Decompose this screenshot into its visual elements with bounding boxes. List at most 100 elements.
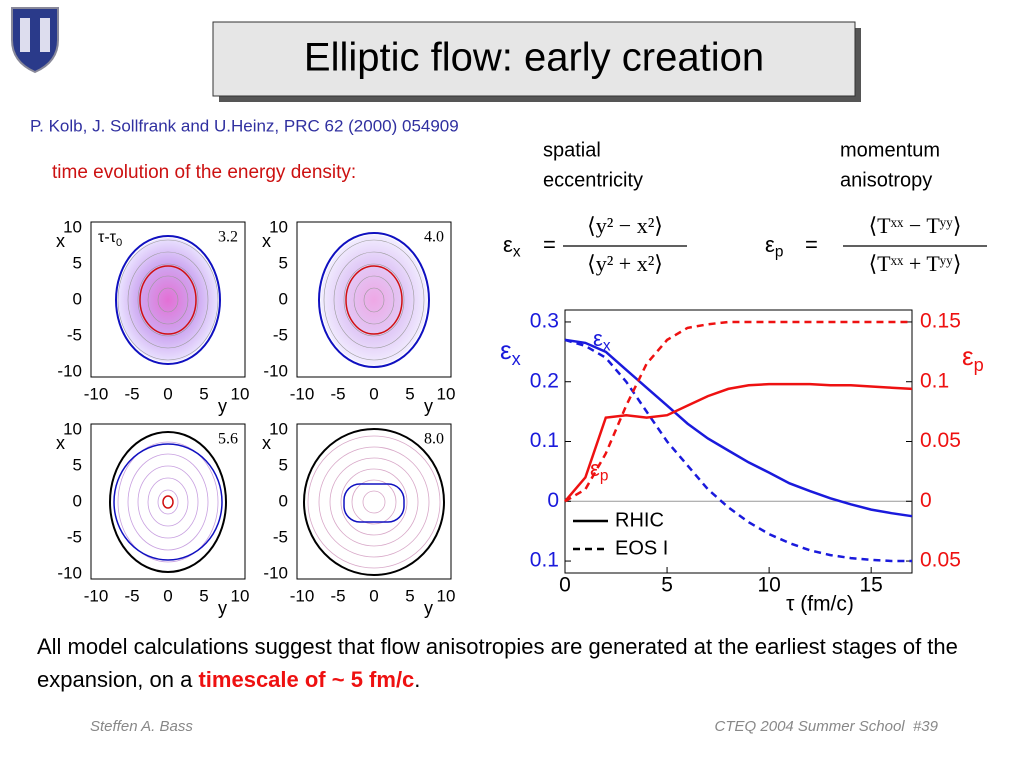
caption: time evolution of the energy density: bbox=[52, 162, 356, 183]
eq-equals: = bbox=[543, 232, 556, 257]
eq-lhs-main: ε bbox=[765, 232, 775, 257]
annotation: εx bbox=[593, 326, 611, 355]
y2-tick-label: 0.15 bbox=[920, 310, 961, 333]
contour bbox=[137, 465, 199, 539]
panel-x-tick-label: 10 bbox=[231, 384, 250, 403]
y2-tick-label: 0.05 bbox=[920, 549, 961, 572]
title: Elliptic flow: early creation bbox=[304, 36, 764, 80]
contour bbox=[363, 287, 385, 313]
eq-numerator: ⟨Tˣˣ − Tʸʸ⟩ bbox=[869, 213, 962, 238]
panel-x-tick-label: -5 bbox=[330, 384, 345, 403]
eq-lhs-sub: p bbox=[775, 244, 784, 261]
contour-blue bbox=[318, 232, 430, 368]
x-tick-label: 5 bbox=[661, 574, 673, 597]
panel-frame bbox=[296, 423, 452, 580]
panel-y-tick-label: 0 bbox=[73, 491, 82, 510]
contour bbox=[157, 489, 179, 515]
eq-caption: eccentricity bbox=[543, 169, 643, 191]
contour-blue bbox=[115, 235, 221, 365]
annotation-main: ε bbox=[593, 326, 603, 351]
panel-x-tick-label: 10 bbox=[437, 384, 456, 403]
heat-map bbox=[321, 235, 427, 365]
y-axis-label-main: ε bbox=[500, 335, 512, 365]
eq-equals: = bbox=[805, 232, 818, 257]
panel-y-tick-label: 10 bbox=[63, 419, 82, 438]
annotation: εp bbox=[590, 456, 608, 485]
eq-denominator: ⟨Tˣˣ + Tʸʸ⟩ bbox=[869, 251, 962, 276]
panel-y-tick-label: 5 bbox=[279, 455, 288, 474]
annotation-sub: p bbox=[600, 468, 609, 485]
y-tick-label: 0.1 bbox=[530, 429, 559, 452]
annotation-sub: x bbox=[603, 338, 611, 355]
panel-x-label: x bbox=[262, 231, 271, 251]
y-axis-label-sub: x bbox=[512, 349, 521, 369]
y-tick-label: 0 bbox=[547, 489, 559, 512]
logo bbox=[11, 7, 59, 74]
contour bbox=[362, 490, 386, 514]
contour-blue bbox=[113, 443, 223, 561]
eq-caption: momentum bbox=[840, 139, 940, 161]
panel-y-tick-label: -10 bbox=[57, 563, 82, 582]
contour-blue bbox=[343, 483, 405, 523]
eq-lhs-sub: x bbox=[513, 244, 521, 261]
eq-numerator: ⟨y² − x²⟩ bbox=[587, 213, 663, 238]
contour bbox=[343, 263, 405, 337]
panel-x-tick-label: 0 bbox=[163, 586, 172, 605]
panel-x-tick-label: -10 bbox=[84, 384, 109, 403]
x-tick-label: 0 bbox=[559, 574, 571, 597]
title-box bbox=[212, 21, 856, 97]
series-line bbox=[564, 382, 913, 503]
contour bbox=[137, 263, 199, 337]
y2-axis-label-sub: p bbox=[974, 355, 984, 375]
panel-x-tick-label: 10 bbox=[231, 586, 250, 605]
contour bbox=[157, 287, 179, 313]
panel-frame bbox=[90, 423, 246, 580]
series-line bbox=[564, 338, 912, 563]
body: All model calculations suggest that flow… bbox=[37, 634, 958, 692]
panel-x-tick-label: 0 bbox=[369, 384, 378, 403]
x-tick-label: 15 bbox=[859, 574, 882, 597]
body-end: . bbox=[414, 667, 421, 692]
contour bbox=[353, 275, 395, 325]
panel-y-tick-label: 10 bbox=[63, 217, 82, 236]
contour-red bbox=[345, 265, 403, 335]
legend-label: RHIC bbox=[615, 509, 664, 531]
legend-label: EOS I bbox=[615, 537, 668, 559]
y2-tick-label: 0.05 bbox=[920, 429, 961, 452]
panel-y-tick-label: 0 bbox=[73, 289, 82, 308]
panel-y-tick-label: -5 bbox=[67, 325, 82, 344]
annotation-main: ε bbox=[590, 456, 600, 481]
panel-time: 4.0 bbox=[424, 229, 444, 246]
panel-x-tick-label: -5 bbox=[124, 586, 139, 605]
panel-y-tick-label: 10 bbox=[269, 217, 288, 236]
contour bbox=[340, 468, 408, 536]
panel-x-tick-label: -10 bbox=[290, 586, 315, 605]
eq-caption: spatial bbox=[543, 139, 601, 161]
panel-x-label: x bbox=[56, 231, 65, 251]
panel-x-tick-label: 5 bbox=[405, 586, 414, 605]
panel-x-tick-label: 10 bbox=[437, 586, 456, 605]
eq-caption: anisotropy bbox=[840, 169, 932, 191]
x-axis-label: τ (fm/c) bbox=[786, 593, 854, 616]
series-line bbox=[564, 338, 913, 518]
eq-denominator: ⟨y² + x²⟩ bbox=[587, 251, 663, 276]
contour bbox=[127, 251, 209, 349]
panel-x-label: x bbox=[262, 433, 271, 453]
plot-frame bbox=[564, 309, 913, 574]
contour bbox=[307, 435, 441, 569]
panel-x-tick-label: -10 bbox=[290, 384, 315, 403]
series-line bbox=[564, 320, 912, 503]
panel-y-tick-label: -10 bbox=[57, 361, 82, 380]
contour bbox=[351, 479, 397, 525]
eq-lhs: εx bbox=[503, 232, 521, 261]
contour bbox=[117, 239, 219, 361]
panel-y-label: y bbox=[424, 396, 433, 416]
citation: P. Kolb, J. Sollfrank and U.Heinz, PRC 6… bbox=[30, 116, 459, 135]
y-tick-label: 0.1 bbox=[530, 549, 559, 572]
panel-y-label: y bbox=[218, 598, 227, 618]
